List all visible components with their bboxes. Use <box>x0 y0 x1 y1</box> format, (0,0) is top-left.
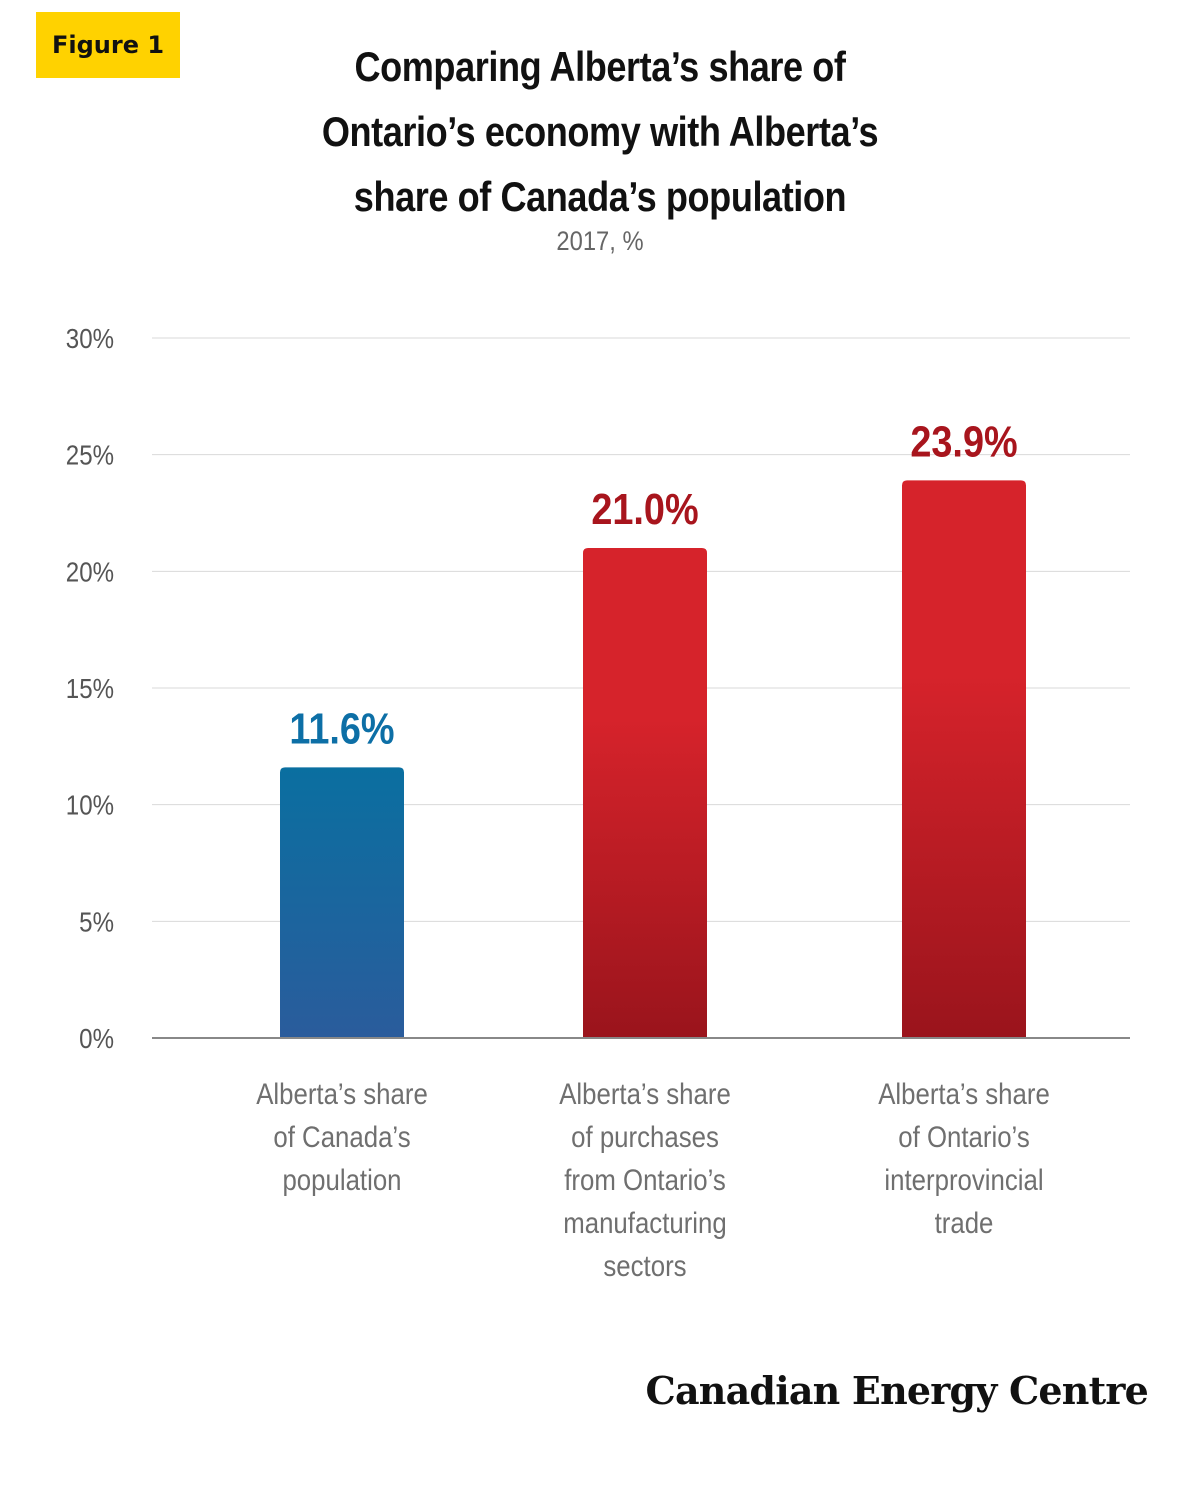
bar-group: 23.9% <box>902 417 1026 1037</box>
x-category-label-line: sectors <box>603 1250 687 1283</box>
bar-value-label: 23.9% <box>910 417 1017 466</box>
x-category-label-line: manufacturing <box>563 1207 727 1240</box>
y-tick-label: 30% <box>66 322 114 354</box>
y-tick-label: 5% <box>79 906 114 938</box>
x-category-label-line: of purchases <box>571 1121 719 1154</box>
y-tick-label: 15% <box>66 672 114 704</box>
x-category-label-line: of Ontario’s <box>898 1121 1030 1154</box>
canadian-energy-centre-logo: Canadian Energy Centre <box>645 1368 1149 1413</box>
bar-group: 21.0% <box>583 484 707 1037</box>
chart-title-line: Comparing Alberta’s share of <box>354 43 846 90</box>
chart-subtitle: 2017, % <box>556 226 644 256</box>
y-tick-label: 10% <box>66 789 114 821</box>
y-tick-label: 25% <box>66 439 114 471</box>
chart-title: Comparing Alberta’s share of Ontario’s e… <box>256 34 944 229</box>
y-tick-label: 0% <box>79 1022 114 1054</box>
y-tick-label: 20% <box>66 556 114 588</box>
x-category-label-line: Alberta’s share <box>559 1078 731 1111</box>
chart-title-line: Ontario’s economy with Alberta’s <box>321 108 879 155</box>
x-category-label-line: from Ontario’s <box>564 1164 726 1197</box>
x-category-label-line: population <box>282 1164 402 1197</box>
chart-title-line: share of Canada’s population <box>353 173 847 220</box>
bar-value-label: 21.0% <box>591 484 698 533</box>
x-category-label-line: trade <box>934 1207 994 1240</box>
x-category-label-line: interprovincial <box>884 1164 1044 1197</box>
x-category-label-line: Alberta’s share <box>256 1078 428 1111</box>
bar <box>583 548 707 1037</box>
x-category-label: Alberta’s share of Ontario’s interprovinci… <box>844 1073 1085 1245</box>
x-category-label-line: of Canada’s <box>273 1121 411 1154</box>
bar-group: 11.6% <box>280 704 404 1037</box>
x-category-label: Alberta’s share of Canada’s population <box>222 1073 463 1202</box>
bar <box>902 480 1026 1037</box>
x-category-label-line: Alberta’s share <box>878 1078 1050 1111</box>
x-category-label: Alberta’s share of purchases from Ontario’… <box>525 1073 766 1288</box>
bar-chart: 0% 5% 10% 15% 20% 25% 30% 11.6% 21.0% 23.9% <box>66 322 1130 1054</box>
figure-badge: Figure 1 <box>36 12 180 78</box>
bar <box>280 767 404 1037</box>
bar-value-label: 11.6% <box>289 704 394 753</box>
